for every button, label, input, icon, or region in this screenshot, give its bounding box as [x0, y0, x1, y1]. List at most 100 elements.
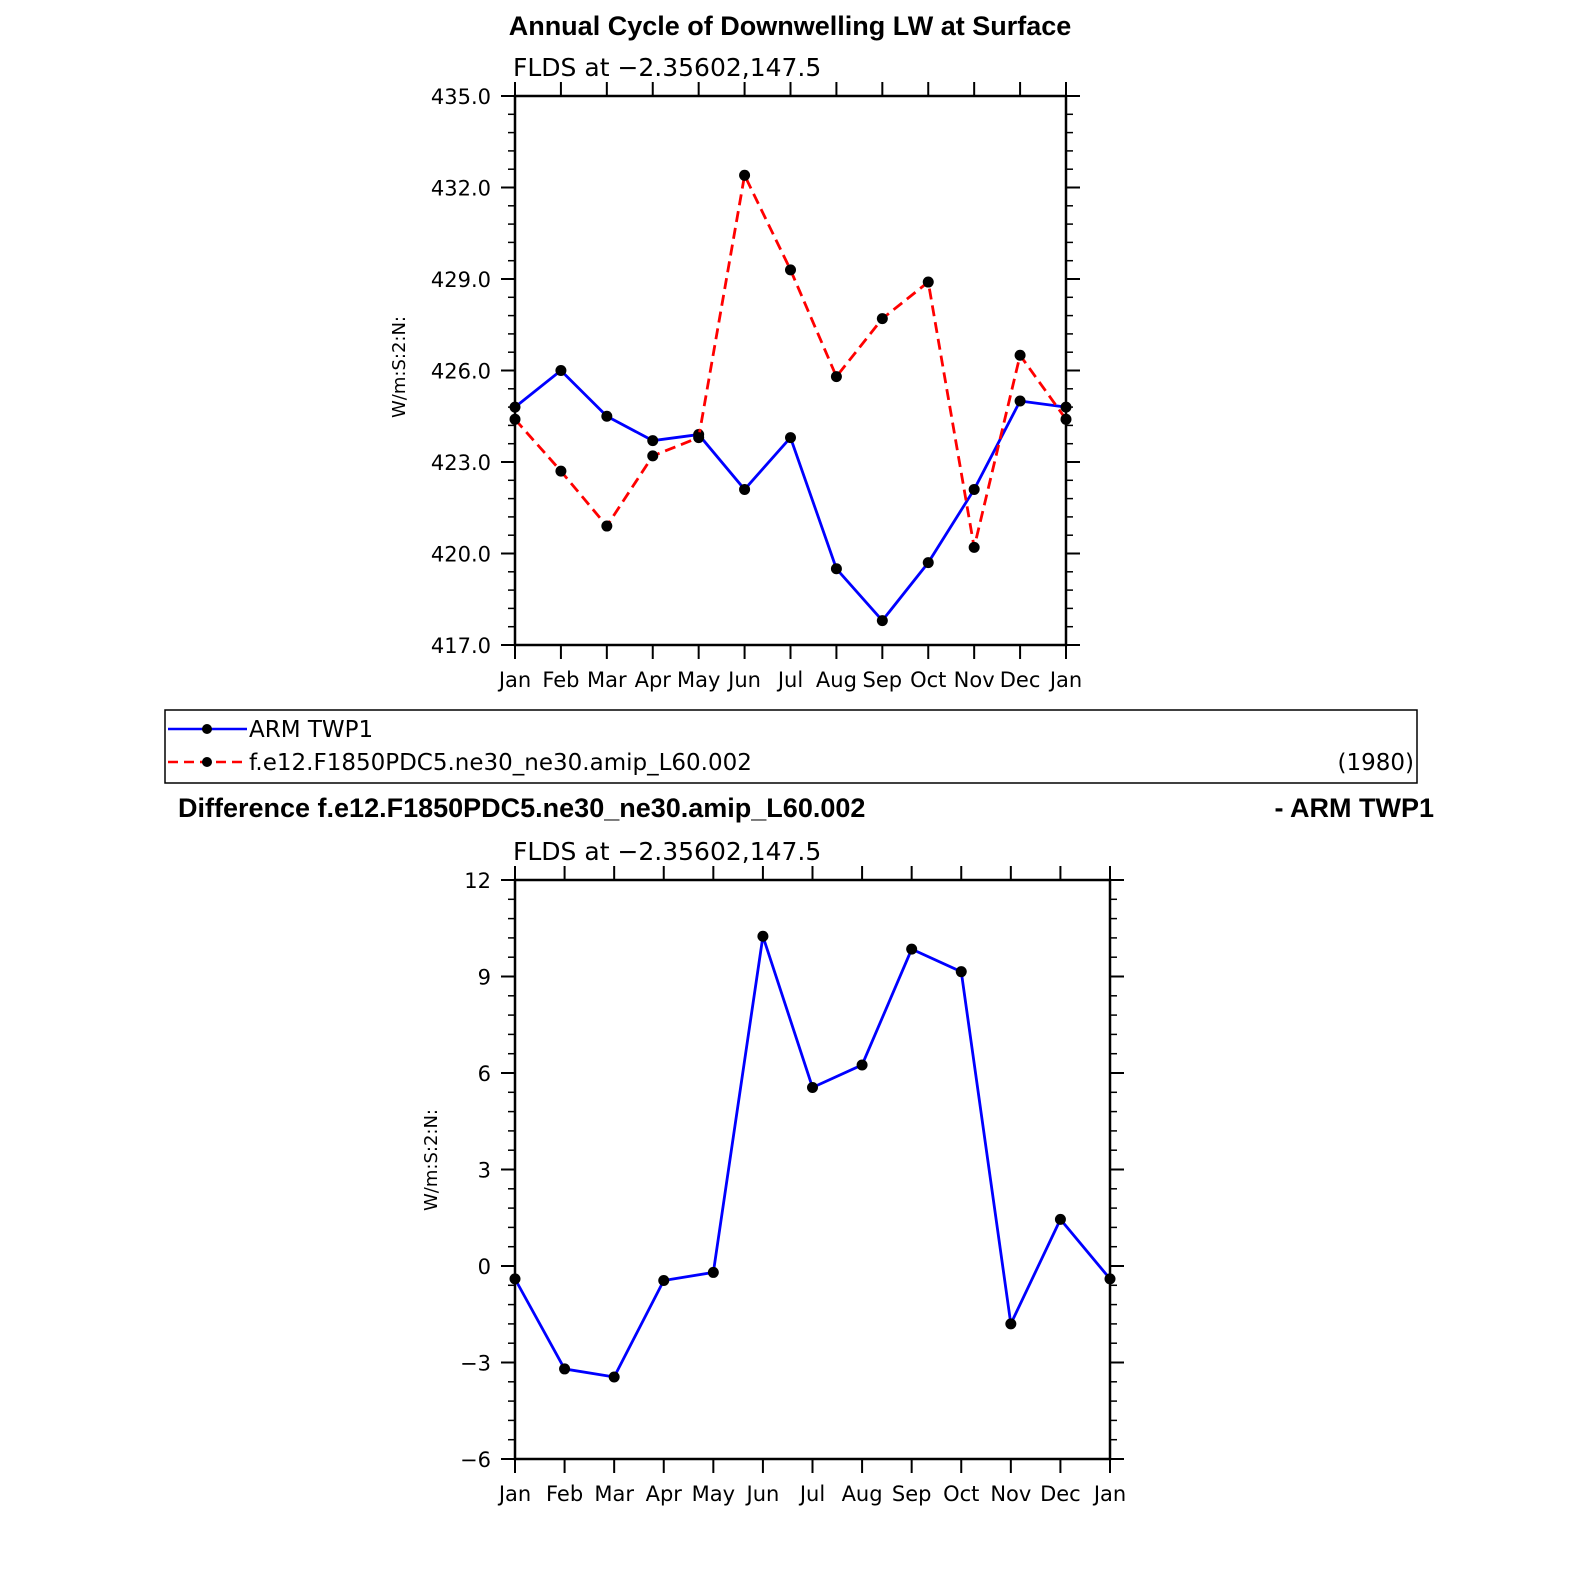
chart2-series-0-point: [658, 1274, 670, 1286]
chart1-xtick-label: Mar: [587, 668, 627, 692]
chart2-plot-area: [509, 930, 1116, 1383]
chart2-xtick-label: Sep: [892, 1482, 932, 1506]
chart1-series-0-point: [555, 365, 567, 376]
chart2-frame: [513, 878, 1112, 1461]
chart1-series-0-point: [647, 435, 659, 447]
chart1-ytick-label: 429.0: [431, 268, 491, 292]
chart1-ytick-label: 435.0: [431, 85, 491, 109]
chart1-xtick-label: Apr: [635, 668, 672, 692]
chart2-xtick-label: May: [692, 1482, 735, 1506]
chart1-series-1-point: [509, 413, 521, 425]
chart1-series-0-point: [785, 432, 796, 444]
chart1-series-0-point: [509, 401, 521, 413]
chart1-xtick-label: Jul: [776, 668, 803, 692]
chart1-series-1-point: [1060, 413, 1072, 425]
legend-label-arm: ARM TWP1: [249, 717, 373, 743]
chart2-series-0-point: [955, 966, 967, 978]
chart1-series-1-point: [647, 450, 659, 462]
chart2-ytick-label: 12: [464, 869, 491, 893]
chart2-series-0-point: [707, 1266, 719, 1278]
chart1-series-0-line: [514, 368, 1067, 623]
chart1-series-1-line: [513, 170, 1068, 548]
difference-chart: Difference f.e12.F1850PDC5.ne30_ne30.ami…: [178, 793, 1434, 1506]
legend-year: (1980): [1338, 750, 1414, 776]
chart1-series-1-point: [1014, 349, 1026, 361]
chart1-series-0-point: [739, 483, 751, 495]
chart1-xtick-label: Feb: [542, 668, 579, 692]
chart1-series-1-point: [922, 276, 934, 288]
chart2-ytick-label: 0: [478, 1255, 491, 1279]
chart2-xtick-label: Jun: [745, 1482, 780, 1506]
chart2-xtick-label: Oct: [943, 1482, 979, 1506]
chart1-ylabel: W/m:S:2:N:: [389, 316, 410, 418]
chart2-xtick-label: Mar: [594, 1482, 634, 1506]
chart1-series-1-point: [876, 313, 888, 325]
chart2-xtick-label: Apr: [646, 1482, 683, 1506]
chart1-xtick-label: Jun: [726, 668, 761, 692]
chart2-ytick-label: −3: [460, 1352, 491, 1376]
chart2-ytick-label: −6: [460, 1448, 491, 1472]
chart1-xtick-label: May: [677, 668, 720, 692]
chart1-subtitle: FLDS at −2.35602,147.5: [513, 53, 821, 82]
chart1-series-1-point: [739, 169, 751, 181]
chart2-ytick-label: 9: [478, 966, 491, 990]
legend-label-model: f.e12.F1850PDC5.ne30_ne30.amip_L60.002: [249, 750, 752, 776]
chart1-ytick-label: 420.0: [431, 543, 491, 567]
chart1-series-0-point: [876, 615, 888, 627]
chart2-series-0-point: [509, 1273, 521, 1285]
chart2-ylabel: W/m:S:2:N:: [421, 1109, 442, 1211]
chart2-series-0-point: [1005, 1318, 1017, 1330]
chart2-title-right: - ARM TWP1: [1275, 793, 1434, 823]
chart1-xtick-label: Jan: [497, 668, 531, 692]
chart2-series-0-point: [856, 1059, 868, 1071]
chart2-series-0-point: [807, 1081, 818, 1093]
legend-marker-arm: [202, 724, 212, 734]
chart2-xtick-label: Jul: [798, 1482, 825, 1506]
chart1-xtick-label: Sep: [863, 668, 903, 692]
chart1-series-0-point: [968, 483, 980, 495]
chart1-xtick-label: Jan: [1048, 668, 1082, 692]
chart1-ytick-label: 423.0: [431, 451, 491, 475]
chart1-ytick-label: 432.0: [431, 177, 491, 201]
chart1-series-0-point: [922, 557, 934, 569]
legend-marker-model: [202, 757, 212, 767]
chart1-xtick-label: Nov: [954, 668, 995, 692]
chart1-plot-area: [509, 169, 1072, 627]
legend: ARM TWP1 f.e12.F1850PDC5.ne30_ne30.amip_…: [164, 709, 1418, 784]
chart1-series-1-point: [555, 465, 567, 477]
chart2-series-0-point: [1054, 1213, 1066, 1225]
chart2-ytick-label: 6: [478, 1062, 491, 1086]
chart1-series-1-point: [830, 371, 842, 383]
chart2-xtick-label: Feb: [546, 1482, 583, 1506]
chart1-title: Annual Cycle of Downwelling LW at Surfac…: [509, 11, 1072, 41]
chart1-series-0-point: [601, 410, 613, 422]
chart2-series-0-point: [559, 1363, 571, 1375]
chart2-xtick-label: Aug: [842, 1482, 883, 1506]
chart1-series-0-point: [830, 563, 842, 575]
chart1-series-1-point: [693, 432, 705, 444]
chart1-xtick-label: Aug: [816, 668, 857, 692]
chart2-series-0-line: [513, 935, 1112, 1379]
chart2-xtick-label: Dec: [1040, 1482, 1081, 1506]
chart2-series-0-point: [906, 943, 918, 955]
chart2-title-left: Difference f.e12.F1850PDC5.ne30_ne30.ami…: [178, 793, 865, 823]
chart1-xtick-label: Oct: [910, 668, 946, 692]
chart2-series-0-point: [757, 930, 769, 942]
chart2-subtitle: FLDS at −2.35602,147.5: [513, 837, 821, 866]
chart2-axes: −6 −3 0 3 6 9 12 Jan Feb Mar Apr May Jun Jul Aug Sep Oct…: [460, 866, 1126, 1506]
chart2-ytick-label: 3: [478, 1159, 491, 1183]
chart1-series-1-point: [601, 520, 613, 532]
legend-box: [164, 709, 1418, 784]
chart2-series-0-point: [1104, 1273, 1116, 1285]
chart1-ytick-label: 426.0: [431, 360, 491, 384]
chart1-xtick-label: Dec: [1000, 668, 1041, 692]
chart1-frame: [513, 94, 1068, 647]
chart1-ytick-label: 417.0: [431, 634, 491, 658]
chart1-series-1-point: [968, 541, 980, 553]
chart2-xtick-label: Jan: [497, 1482, 531, 1506]
chart1-series-0-point: [1060, 401, 1072, 413]
chart2-series-0-point: [608, 1371, 620, 1383]
chart2-xtick-label: Jan: [1092, 1482, 1126, 1506]
chart1-axes: 417.0 420.0 423.0 426.0 429.0 432.0 435.0 Jan Fe…: [431, 82, 1082, 692]
